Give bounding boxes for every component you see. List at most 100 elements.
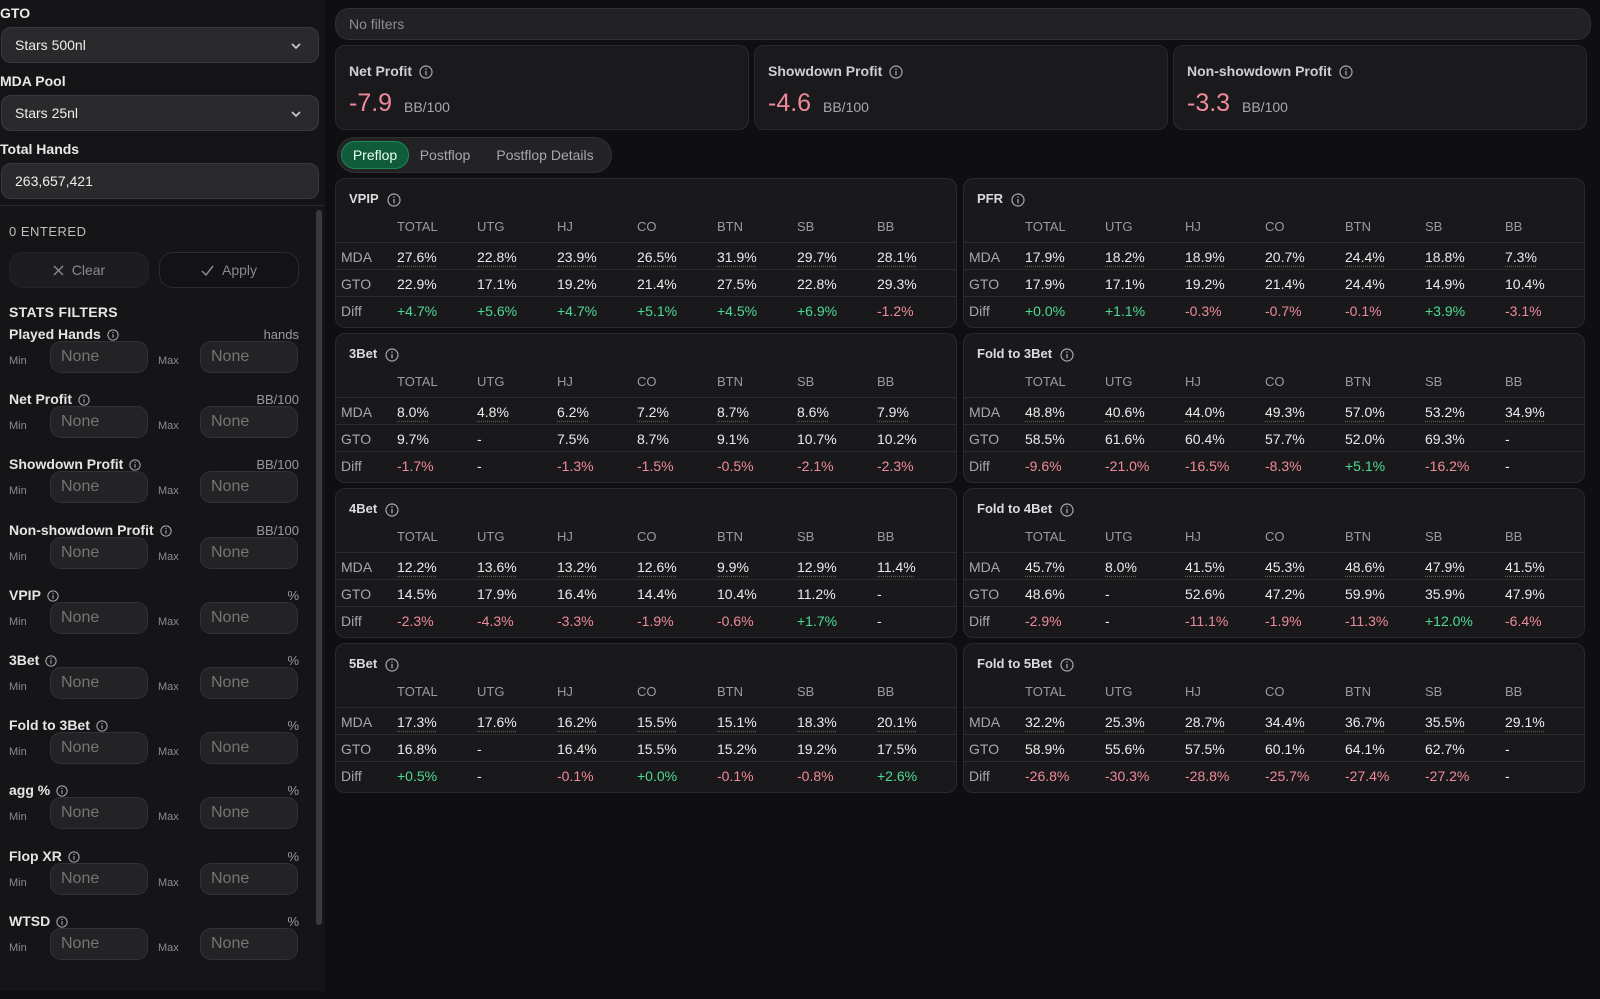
- info-icon[interactable]: [1011, 192, 1025, 207]
- row-divider: [964, 397, 1584, 398]
- filter-name-label: Flop XR: [9, 847, 62, 864]
- filter-min-input[interactable]: [50, 667, 148, 699]
- filter-max-input[interactable]: [200, 341, 298, 373]
- info-icon[interactable]: [47, 589, 59, 602]
- mda-value-cell: 41.5%: [1185, 559, 1225, 575]
- stat-panel-title-text: Fold to 3Bet: [977, 346, 1053, 361]
- sidebar-scrollbar[interactable]: [316, 210, 322, 925]
- filter-name-label: 3Bet: [9, 652, 40, 668]
- info-icon[interactable]: [78, 393, 90, 406]
- column-header: BB: [1505, 219, 1523, 234]
- filters-bar[interactable]: No filters: [335, 8, 1591, 40]
- filter-max-input[interactable]: [200, 797, 298, 830]
- gto-value-cell: 15.2%: [717, 741, 757, 757]
- info-icon[interactable]: [385, 657, 399, 672]
- mda-pool-select[interactable]: Stars 25nl: [1, 95, 319, 131]
- gto-value-cell: 52.6%: [1185, 586, 1225, 602]
- info-icon[interactable]: [1060, 347, 1074, 362]
- filter-min-input[interactable]: [50, 927, 148, 960]
- column-header: SB: [1425, 529, 1443, 544]
- filter-max-input[interactable]: [200, 732, 298, 765]
- row-divider: [336, 269, 956, 270]
- info-icon[interactable]: [159, 524, 172, 537]
- filter-name: Flop XR: [9, 848, 80, 864]
- info-icon[interactable]: [385, 347, 399, 362]
- clear-button[interactable]: Clear: [9, 252, 149, 288]
- diff-value-cell: -21.0%: [1105, 458, 1150, 474]
- diff-value-cell: -2.1%: [797, 458, 834, 474]
- filter-name-label: VPIP: [9, 586, 41, 603]
- mda-value-cell: 18.8%: [1425, 249, 1465, 265]
- row-divider: [964, 296, 1584, 297]
- apply-button[interactable]: Apply: [159, 252, 299, 288]
- stats-filter: VPIP% Min Max: [9, 587, 299, 653]
- stats-filter: Net Profit BB/100 Min Max: [9, 391, 299, 457]
- mda-value-cell: 34.9%: [1505, 404, 1545, 420]
- check-icon: [201, 265, 214, 276]
- tab-postflop-details[interactable]: Postflop Details: [496, 147, 594, 163]
- diff-value-cell: -1.2%: [877, 303, 914, 319]
- filter-name-label: Fold to 3Bet: [9, 717, 90, 734]
- info-icon[interactable]: [129, 458, 141, 472]
- column-header: SB: [797, 374, 815, 389]
- filter-max-input[interactable]: [200, 601, 298, 634]
- diff-value-cell: -9.6%: [1025, 458, 1062, 474]
- info-icon[interactable]: [107, 328, 119, 341]
- filter-min-input[interactable]: [50, 341, 148, 373]
- info-icon[interactable]: [1060, 657, 1074, 672]
- diff-value-cell: +0.5%: [397, 768, 438, 784]
- row-label: Diff: [341, 768, 362, 784]
- info-icon[interactable]: [889, 65, 903, 79]
- tab-postflop[interactable]: Postflop: [419, 147, 471, 163]
- gto-value-cell: 16.4%: [557, 586, 597, 602]
- summary-card-title: Net Profit: [349, 63, 433, 79]
- filter-max-input[interactable]: [200, 927, 298, 960]
- filter-min-input[interactable]: [50, 601, 148, 634]
- filter-min-input[interactable]: [50, 471, 148, 504]
- filter-min-input[interactable]: [50, 797, 148, 830]
- gto-value-cell: 21.4%: [1265, 276, 1305, 292]
- info-icon[interactable]: [45, 654, 58, 667]
- filter-max-input[interactable]: [200, 471, 298, 504]
- diff-value-cell: -0.6%: [717, 613, 754, 629]
- info-icon[interactable]: [56, 915, 68, 928]
- info-icon[interactable]: [68, 850, 80, 863]
- gto-value-cell: -: [1105, 586, 1110, 602]
- filter-unit: BB/100: [256, 522, 299, 538]
- mda-value-cell: 29.1%: [1505, 714, 1545, 730]
- filter-min-input[interactable]: [50, 862, 148, 895]
- stat-panel-title-text: PFR: [977, 191, 1003, 206]
- mda-value-cell: 7.2%: [637, 404, 669, 420]
- gto-value-cell: 55.6%: [1105, 741, 1145, 757]
- stats-filter: Showdown Profit BB/100 Min Max: [9, 456, 299, 522]
- filter-min-input[interactable]: [50, 406, 148, 439]
- gto-select[interactable]: Stars 500nl: [1, 27, 319, 63]
- row-label: Diff: [969, 458, 990, 474]
- diff-value-cell: -28.8%: [1185, 768, 1230, 784]
- mda-value-cell: 11.4%: [877, 559, 916, 575]
- filter-max-input[interactable]: [200, 406, 298, 439]
- column-header: TOTAL: [1025, 374, 1066, 389]
- tab-preflop[interactable]: Preflop: [341, 141, 409, 169]
- info-icon[interactable]: [419, 65, 433, 79]
- filter-min-input[interactable]: [50, 732, 148, 765]
- mda-value-cell: 57.0%: [1345, 404, 1385, 420]
- info-icon[interactable]: [1060, 502, 1074, 517]
- filter-max-input[interactable]: [200, 536, 298, 569]
- info-icon[interactable]: [387, 192, 401, 207]
- filter-max-input[interactable]: [200, 862, 298, 895]
- diff-value-cell: +1.1%: [1105, 303, 1146, 319]
- gto-value-cell: -: [477, 741, 482, 757]
- info-icon[interactable]: [56, 784, 68, 798]
- info-icon[interactable]: [96, 719, 108, 732]
- info-icon[interactable]: [1339, 65, 1353, 79]
- filter-min-input[interactable]: [50, 536, 148, 569]
- row-divider: [336, 761, 956, 762]
- filter-name: Non-showdown Profit: [9, 522, 172, 538]
- mda-value-cell: 12.2%: [397, 559, 437, 575]
- info-icon[interactable]: [385, 502, 399, 517]
- filter-max-input[interactable]: [200, 667, 298, 699]
- row-divider: [964, 451, 1584, 452]
- row-divider: [336, 579, 956, 580]
